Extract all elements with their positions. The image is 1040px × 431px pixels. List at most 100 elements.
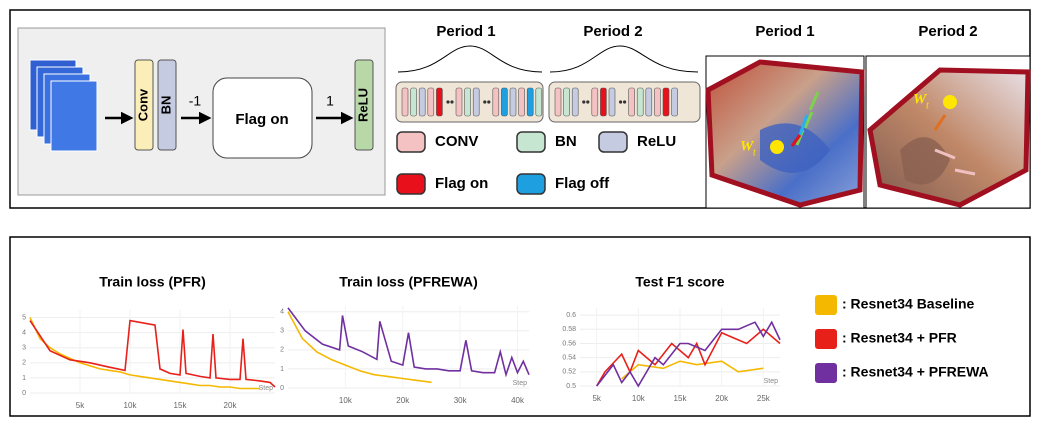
y-tick-label: 1 bbox=[280, 366, 284, 373]
strip-block bbox=[473, 88, 479, 116]
block-label: Flag on bbox=[235, 111, 288, 128]
x-tick-label: 25k bbox=[757, 394, 771, 403]
bottom-frame bbox=[10, 237, 1030, 416]
edge-label: 1 bbox=[326, 93, 334, 109]
x-tick-label: 5k bbox=[592, 394, 601, 403]
strip-block bbox=[564, 88, 570, 116]
dots bbox=[586, 100, 589, 103]
y-tick-label: 5 bbox=[22, 314, 26, 321]
block-label: ReLU bbox=[355, 88, 370, 122]
strip-block bbox=[654, 88, 660, 116]
dots bbox=[623, 100, 626, 103]
legend-label: : Resnet34 Baseline bbox=[842, 296, 974, 312]
strip-block bbox=[419, 88, 425, 116]
x-tick-label: 5k bbox=[76, 401, 85, 410]
y-tick-label: 2 bbox=[280, 347, 284, 354]
x-tick-label: 40k bbox=[511, 396, 525, 405]
strip-block bbox=[536, 88, 542, 116]
legend-swatch bbox=[517, 132, 545, 152]
strip-block bbox=[609, 88, 615, 116]
period-curve bbox=[550, 46, 698, 72]
dots bbox=[619, 100, 622, 103]
y-tick-label: 1 bbox=[22, 375, 26, 382]
dots bbox=[582, 100, 585, 103]
strip-block bbox=[637, 88, 643, 116]
legend-swatch bbox=[815, 329, 837, 349]
dots bbox=[446, 100, 449, 103]
strip-block bbox=[493, 88, 499, 116]
legend-label: : Resnet34 + PFREWA bbox=[842, 364, 989, 380]
strip-block bbox=[436, 88, 442, 116]
y-tick-label: 0 bbox=[22, 390, 26, 397]
y-tick-label: 4 bbox=[280, 309, 284, 316]
x-axis-label: Step bbox=[259, 385, 274, 392]
y-tick-label: 0.5 bbox=[566, 383, 576, 390]
y-tick-label: 4 bbox=[22, 329, 26, 336]
x-tick-label: 20k bbox=[224, 401, 238, 410]
feature-maps bbox=[30, 60, 97, 151]
y-tick-label: 0.6 bbox=[566, 312, 576, 319]
period-title: Period 2 bbox=[583, 23, 642, 40]
period-title: Period 1 bbox=[436, 23, 495, 40]
strip-block bbox=[519, 88, 525, 116]
legend-swatch bbox=[815, 363, 837, 383]
x-tick-label: 15k bbox=[674, 394, 688, 403]
strip-block bbox=[402, 88, 408, 116]
weight-subscript: t bbox=[753, 147, 756, 158]
y-tick-label: 0.54 bbox=[562, 354, 576, 361]
block-legend: CONVBNReLUFlag onFlag off bbox=[397, 132, 676, 194]
landscape-1: W t bbox=[706, 56, 864, 208]
x-tick-label: 10k bbox=[632, 394, 646, 403]
strip-block bbox=[600, 88, 606, 116]
strip-block bbox=[465, 88, 471, 116]
legend-label: ReLU bbox=[637, 133, 676, 150]
edge-label: -1 bbox=[189, 93, 202, 109]
y-tick-label: 3 bbox=[280, 328, 284, 335]
legend-swatch bbox=[397, 132, 425, 152]
landscape-title: Period 1 bbox=[755, 23, 814, 40]
figure: Conv BN Flag on ReLU -1 1 Period 1 Perio… bbox=[0, 0, 1040, 426]
y-tick-label: 3 bbox=[22, 345, 26, 352]
x-tick-label: 20k bbox=[396, 396, 410, 405]
strip-block bbox=[501, 88, 507, 116]
strip-block bbox=[411, 88, 417, 116]
legend-swatch bbox=[397, 174, 425, 194]
chart-title: Test F1 score bbox=[635, 274, 724, 290]
strip-block bbox=[646, 88, 652, 116]
block-label: Conv bbox=[135, 88, 150, 121]
legend: : Resnet34 Baseline: Resnet34 + PFR: Res… bbox=[815, 295, 989, 383]
legend-label: BN bbox=[555, 133, 577, 150]
series-line bbox=[622, 361, 764, 379]
weight-subscript: t bbox=[926, 100, 929, 111]
dots bbox=[483, 100, 486, 103]
legend-swatch bbox=[815, 295, 837, 315]
strip-block bbox=[527, 88, 533, 116]
strip-block bbox=[672, 88, 678, 116]
y-tick-label: 0.56 bbox=[562, 340, 576, 347]
period-curve bbox=[398, 46, 542, 72]
block-label: BN bbox=[158, 96, 173, 115]
dots bbox=[487, 100, 490, 103]
landscape-2: W t bbox=[866, 56, 1030, 208]
legend-label: Flag on bbox=[435, 175, 488, 192]
x-tick-label: 20k bbox=[715, 394, 729, 403]
strip-block bbox=[592, 88, 598, 116]
y-tick-label: 0 bbox=[280, 385, 284, 392]
x-tick-label: 15k bbox=[174, 401, 188, 410]
dots bbox=[450, 100, 453, 103]
strip-block bbox=[510, 88, 516, 116]
strip-block bbox=[555, 88, 561, 116]
x-axis-label: Step bbox=[764, 378, 779, 385]
x-tick-label: 10k bbox=[339, 396, 353, 405]
strip-block bbox=[456, 88, 462, 116]
strip-block bbox=[428, 88, 434, 116]
y-tick-label: 2 bbox=[22, 360, 26, 367]
x-axis-label: Step bbox=[513, 380, 528, 387]
series-line bbox=[288, 312, 432, 383]
x-tick-label: 30k bbox=[454, 396, 468, 405]
strip-block bbox=[572, 88, 578, 116]
series-line bbox=[30, 321, 275, 387]
y-tick-label: 0.58 bbox=[562, 326, 576, 333]
chart-title: Train loss (PFR) bbox=[99, 274, 206, 290]
